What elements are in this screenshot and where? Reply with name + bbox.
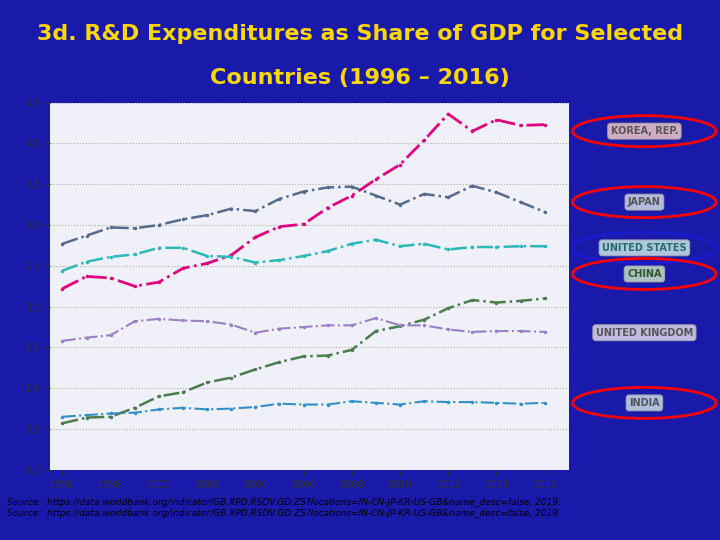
Text: KOREA, REP.: KOREA, REP. [611, 126, 678, 136]
Text: Source:  https://data.worldbank.org/indicator/GB.XPD.RSDV.GD.ZS?locations=IN-CN-: Source: https://data.worldbank.org/indic… [7, 498, 561, 507]
Text: UNITED KINGDOM: UNITED KINGDOM [595, 328, 693, 338]
Text: Countries (1996 – 2016): Countries (1996 – 2016) [210, 68, 510, 88]
Text: INDIA: INDIA [629, 398, 660, 408]
Text: JAPAN: JAPAN [628, 197, 661, 207]
Text: CHINA: CHINA [627, 269, 662, 279]
Text: Source:  https://data.worldbank.org/indicator/GB.XPD.RSDV.GD.ZS?locations=IN-CN-: Source: https://data.worldbank.org/indic… [7, 509, 561, 518]
Text: 3d. R&D Expenditures as Share of GDP for Selected: 3d. R&D Expenditures as Share of GDP for… [37, 24, 683, 44]
Text: UNITED STATES: UNITED STATES [602, 243, 687, 253]
